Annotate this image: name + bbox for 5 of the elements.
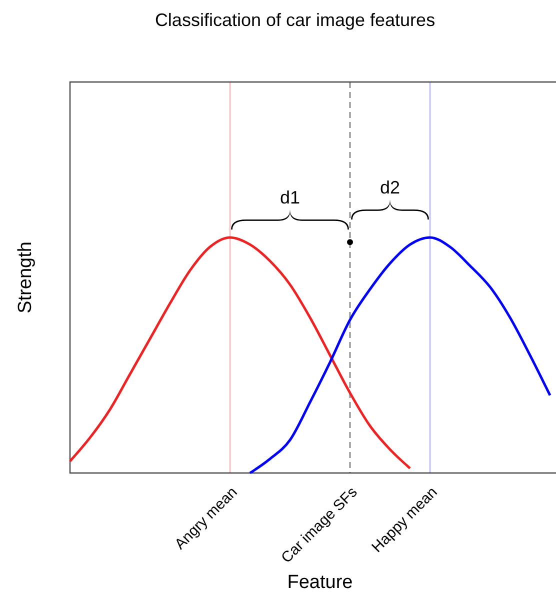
chart-title: Classification of car image features (154, 10, 436, 30)
y-axis-title: Strength (15, 242, 36, 314)
text: d2 (380, 177, 400, 198)
text: d1 (280, 187, 300, 208)
x-axis-title: Feature (287, 572, 353, 593)
